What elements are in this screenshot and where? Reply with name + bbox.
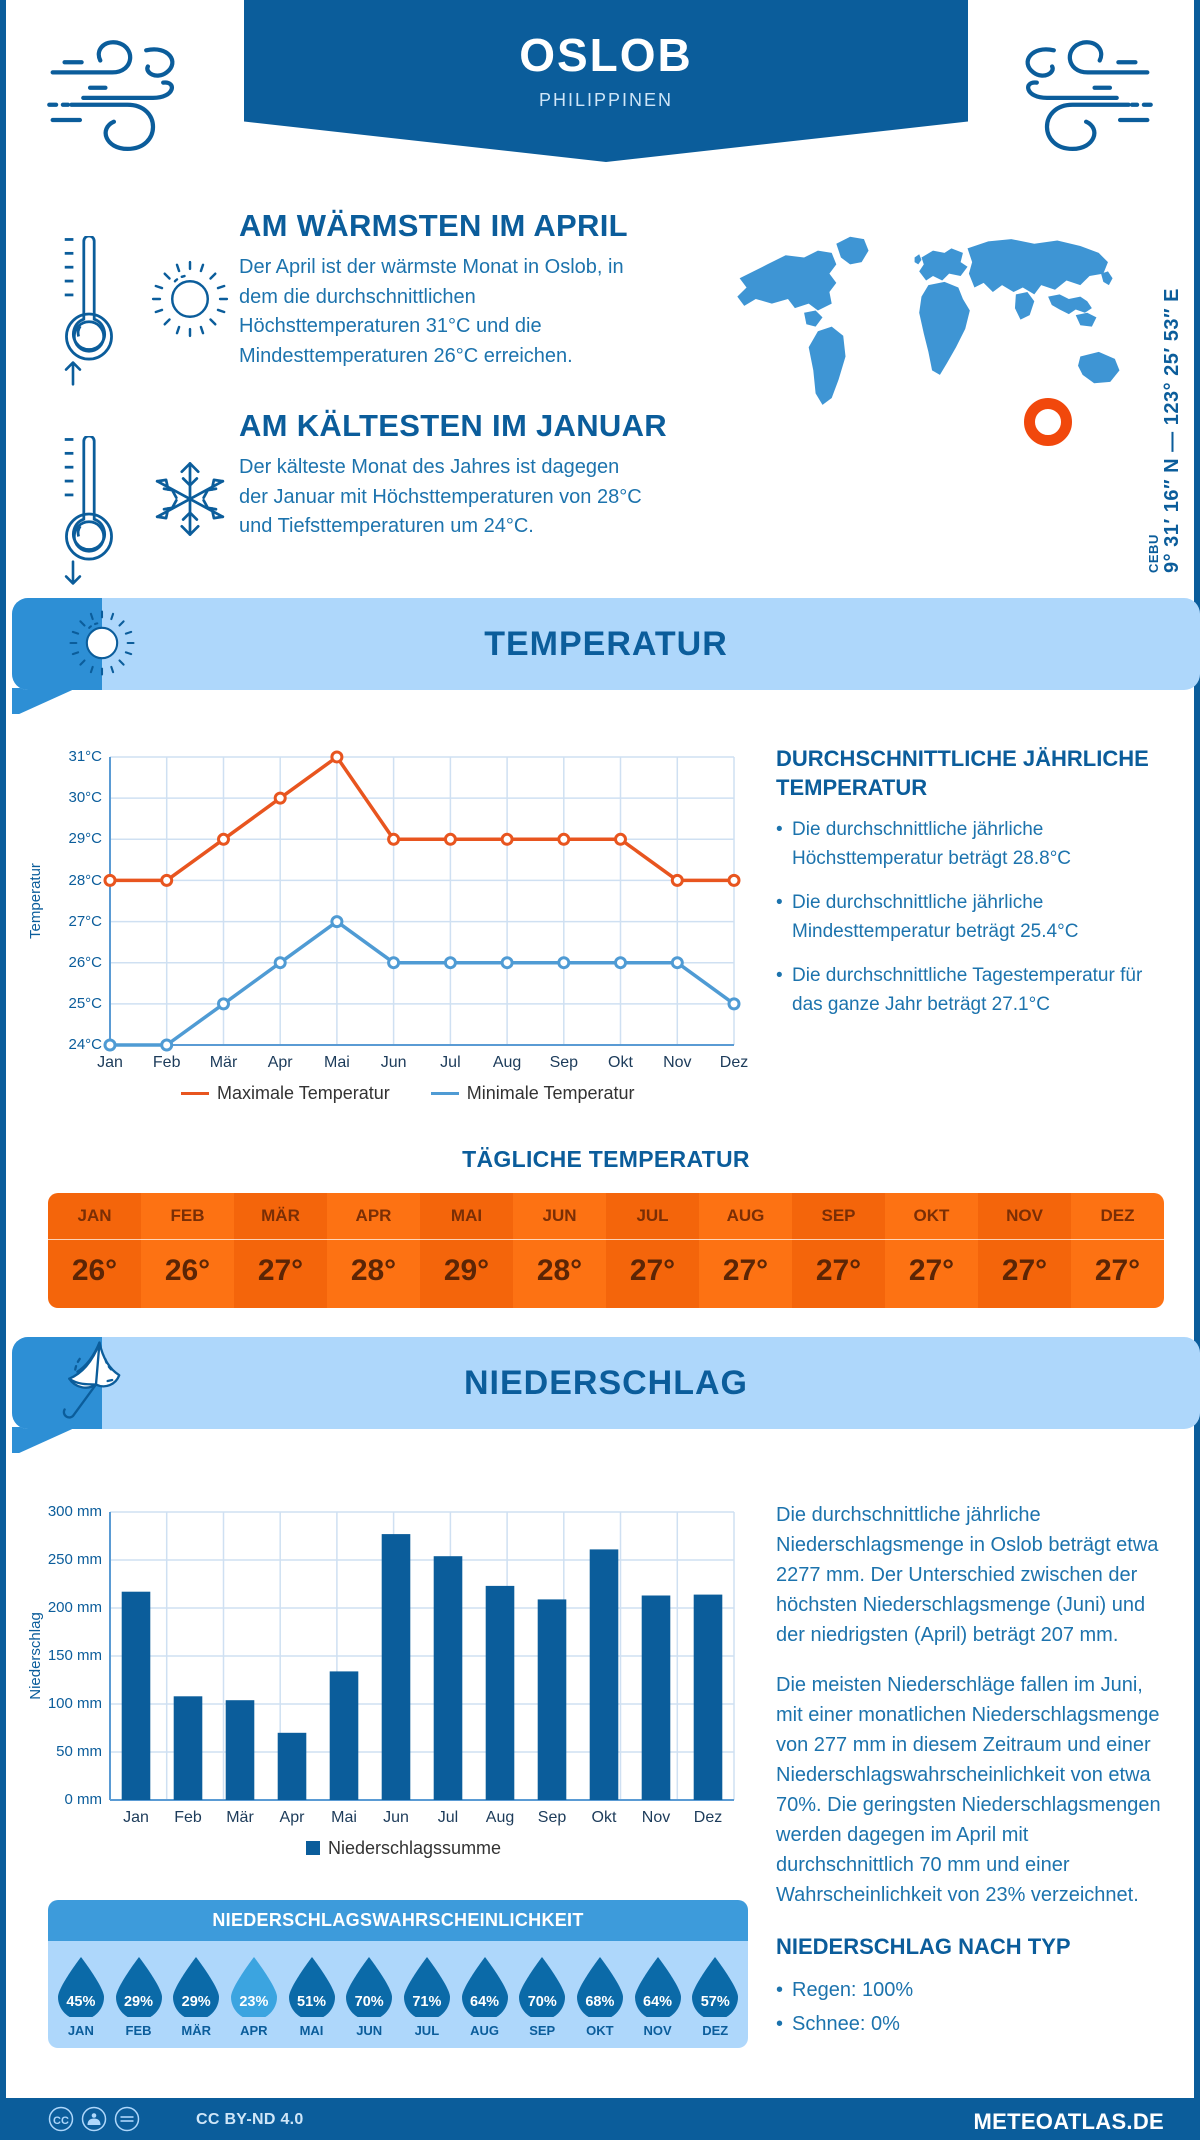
svg-text:CC: CC [53,2115,69,2127]
svg-text:Feb: Feb [153,1054,181,1071]
svg-text:Feb: Feb [174,1809,202,1826]
svg-text:Sep: Sep [550,1054,579,1071]
svg-text:Apr: Apr [280,1809,306,1826]
svg-text:Jul: Jul [438,1809,458,1826]
svg-text:Okt: Okt [608,1054,633,1071]
svg-text:Dez: Dez [694,1809,722,1826]
svg-text:50 mm: 50 mm [56,1743,102,1760]
svg-text:Jan: Jan [97,1054,123,1071]
svg-text:25°C: 25°C [68,995,102,1012]
svg-text:30°C: 30°C [68,789,102,806]
svg-text:0 mm: 0 mm [65,1791,103,1808]
svg-text:300 mm: 300 mm [48,1503,102,1520]
svg-text:Mär: Mär [210,1054,238,1071]
svg-text:100 mm: 100 mm [48,1695,102,1712]
svg-text:Temperatur: Temperatur [28,863,44,939]
svg-text:Jul: Jul [440,1054,460,1071]
svg-text:29°C: 29°C [68,830,102,847]
svg-text:Mai: Mai [324,1054,350,1071]
svg-text:Mai: Mai [331,1809,357,1826]
svg-text:Apr: Apr [268,1054,294,1071]
svg-text:Nov: Nov [663,1054,691,1071]
svg-text:28°C: 28°C [68,872,102,889]
svg-text:Mär: Mär [226,1809,254,1826]
svg-text:250 mm: 250 mm [48,1551,102,1568]
svg-text:Dez: Dez [720,1054,748,1071]
svg-text:27°C: 27°C [68,913,102,930]
svg-text:Nov: Nov [642,1809,670,1826]
svg-text:150 mm: 150 mm [48,1647,102,1664]
svg-text:26°C: 26°C [68,954,102,971]
svg-text:Aug: Aug [486,1809,514,1826]
svg-text:31°C: 31°C [68,748,102,765]
svg-text:Okt: Okt [592,1809,617,1826]
svg-text:Aug: Aug [493,1054,521,1071]
svg-text:200 mm: 200 mm [48,1599,102,1616]
svg-text:Niederschlag: Niederschlag [28,1612,44,1700]
svg-text:Sep: Sep [538,1809,567,1826]
svg-text:Jun: Jun [381,1054,407,1071]
svg-text:Jun: Jun [383,1809,409,1826]
svg-text:Jan: Jan [123,1809,149,1826]
svg-text:24°C: 24°C [68,1036,102,1053]
